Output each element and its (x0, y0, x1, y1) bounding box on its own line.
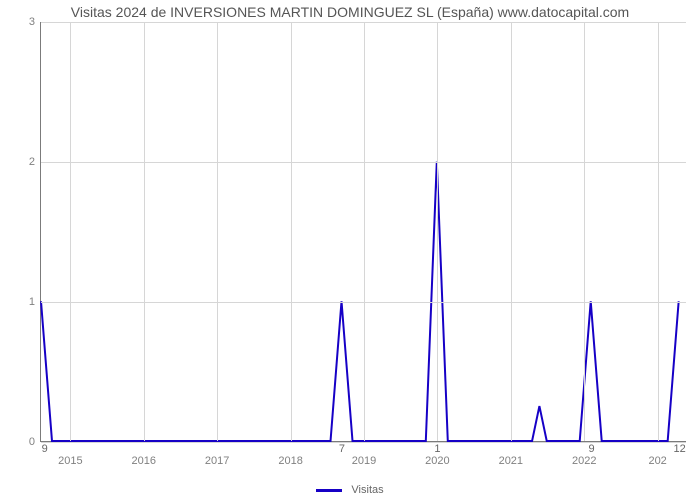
gridline-v (437, 22, 438, 441)
x-tick-label: 2015 (58, 441, 82, 467)
x-tick-label: 2018 (278, 441, 302, 467)
gridline-v (144, 22, 145, 441)
gridline-v (70, 22, 71, 441)
gridline-v (291, 22, 292, 441)
value-label: 9 (42, 441, 48, 455)
y-tick-label: 3 (29, 16, 41, 28)
x-tick-label: 202 (648, 441, 666, 467)
gridline-v (658, 22, 659, 441)
gridline-v (511, 22, 512, 441)
y-tick-label: 0 (29, 436, 41, 448)
x-tick-label: 2017 (205, 441, 229, 467)
chart-title: Visitas 2024 de INVERSIONES MARTIN DOMIN… (0, 4, 700, 20)
value-label: 1 (434, 441, 440, 455)
plot-area: 0123201520162017201820192020202120222029… (40, 22, 686, 442)
gridline-v (584, 22, 585, 441)
legend-label: Visitas (351, 484, 383, 496)
value-label: 12 (674, 441, 686, 455)
gridline-v (217, 22, 218, 441)
legend-swatch (316, 489, 342, 492)
value-label: 7 (339, 441, 345, 455)
gridline-v (364, 22, 365, 441)
y-tick-label: 1 (29, 296, 41, 308)
x-tick-label: 2021 (499, 441, 523, 467)
chart-container: Visitas 2024 de INVERSIONES MARTIN DOMIN… (0, 0, 700, 500)
x-tick-label: 2016 (132, 441, 156, 467)
y-tick-label: 2 (29, 156, 41, 168)
x-tick-label: 2019 (352, 441, 376, 467)
legend: Visitas (0, 484, 700, 496)
value-label: 9 (589, 441, 595, 455)
